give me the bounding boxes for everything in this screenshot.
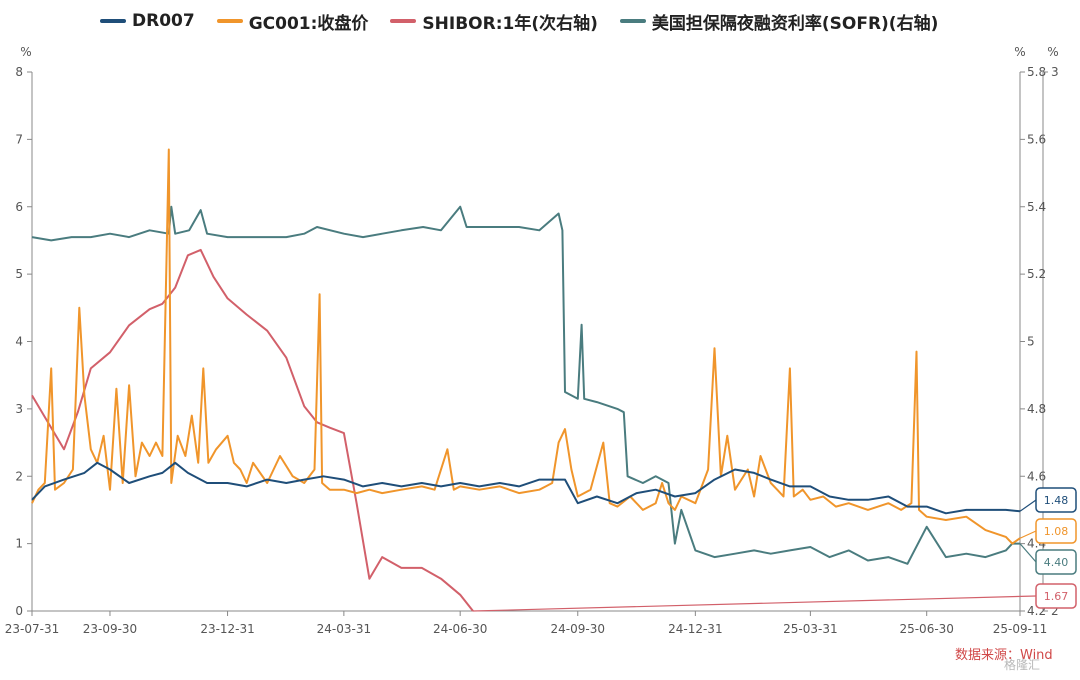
left-tick-label: 7: [15, 132, 23, 146]
right-tick-label: 5.6: [1027, 132, 1046, 146]
end-label-box: [1035, 487, 1077, 513]
series-lines: [31, 148, 1021, 612]
data-source-note: 数据来源：Wind: [955, 648, 1053, 663]
legend-item-sofr[interactable]: 美国担保隔夜融资利率(SOFR)(右轴): [619, 9, 939, 34]
left-tick-label: 0: [15, 604, 23, 618]
x-tick-label: 25-03-31: [783, 622, 837, 636]
left-tick-label: 1: [15, 537, 23, 551]
legend-label-shibor: SHIBOR:1年(次右轴): [422, 13, 598, 34]
legend-label-sofr: 美国担保隔夜融资利率(SOFR)(右轴): [651, 13, 939, 34]
x-tick-label: 25-06-30: [899, 622, 953, 636]
left-tick-label: 4: [15, 335, 23, 349]
left-tick-label: 6: [15, 200, 23, 214]
watermark-logo: 格隆汇: [1004, 658, 1041, 672]
legend-label-dr007: DR007: [132, 11, 195, 31]
series-line-dr007: [31, 461, 1021, 515]
legend: DR007 GC001:收盘价 SHIBOR:1年(次右轴) 美国担保隔夜融资利…: [100, 8, 938, 34]
end-label-value: 1.67: [1044, 590, 1069, 603]
right-tick-label: 5.2: [1027, 267, 1046, 281]
right2-tick-label: 3: [1051, 65, 1059, 79]
right-tick-label: 4.6: [1027, 469, 1046, 483]
right-tick-label: 5.4: [1027, 200, 1046, 214]
right-axis-unit: %: [1014, 45, 1025, 59]
right2-tick-label: 2: [1051, 604, 1059, 618]
end-label-connector: [1019, 499, 1037, 512]
x-tick-label: 23-07-31: [5, 622, 59, 636]
x-tick-label: 24-06-30: [433, 622, 487, 636]
end-label-value: 4.40: [1044, 556, 1069, 569]
legend-swatch-shibor: [390, 19, 417, 23]
x-tick-label: 23-09-30: [83, 622, 137, 636]
x-tick-label: 24-09-30: [551, 622, 605, 636]
ticks: 23-07-31 23-09-30 23-12-31 24-03-31 24-06-30…: [5, 65, 1059, 636]
left-tick-label: 5: [15, 267, 23, 281]
end-label-connector: [1019, 530, 1037, 539]
series-line-gc001: [31, 148, 1021, 545]
axes: % % %: [20, 45, 1059, 612]
x-tick-label: 25-09-11: [993, 622, 1047, 636]
legend-item-shibor[interactable]: SHIBOR:1年(次右轴): [390, 9, 598, 34]
end-labels: 1.48 1.08 4.40 1.67: [472, 487, 1077, 612]
series-line-sofr: [31, 205, 1020, 565]
right2-axis-unit: %: [1047, 45, 1058, 59]
end-label-value: 1.48: [1044, 494, 1069, 507]
legend-item-dr007[interactable]: DR007: [100, 11, 195, 31]
left-tick-label: 8: [15, 65, 23, 79]
left-tick-label: 2: [15, 469, 23, 483]
legend-label-gc001: GC001:收盘价: [248, 13, 369, 34]
legend-swatch-gc001: [216, 19, 243, 23]
legend-swatch-sofr: [619, 19, 646, 23]
end-label-connector: [1019, 543, 1037, 563]
right-tick-label: 5.8: [1027, 65, 1046, 79]
left-axis-unit: %: [20, 45, 31, 59]
x-tick-label: 24-03-31: [317, 622, 371, 636]
right-tick-label: 4.8: [1027, 402, 1046, 416]
left-tick-label: 3: [15, 402, 23, 416]
legend-item-gc001[interactable]: GC001:收盘价: [216, 9, 369, 34]
end-label-connector: [472, 595, 1037, 612]
end-label-box: [1035, 583, 1077, 609]
x-tick-label: 24-12-31: [668, 622, 722, 636]
legend-swatch-dr007: [100, 19, 126, 23]
right-tick-label: 5: [1027, 335, 1035, 349]
x-tick-label: 23-12-31: [200, 622, 254, 636]
end-label-box: [1035, 549, 1077, 575]
end-label-box: [1035, 518, 1077, 544]
series-line-shibor: [31, 248, 474, 612]
end-label-value: 1.08: [1044, 525, 1069, 538]
